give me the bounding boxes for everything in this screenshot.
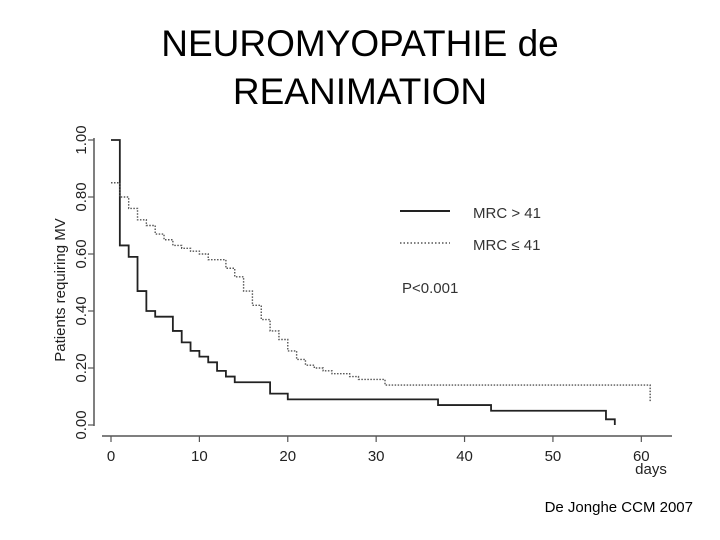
series-line-mrc-le-41 xyxy=(111,182,651,403)
y-tick-label: 0.00 xyxy=(73,410,90,439)
slide-title-line-1: NEUROMYOPATHIE de xyxy=(161,23,559,64)
citation: De Jonghe CCM 2007 xyxy=(544,499,693,516)
series-layer xyxy=(111,139,651,425)
x-tick-label: 40 xyxy=(456,448,473,465)
y-ticks: 0.00 0.20 0.40 0.60 0.80 1.00 xyxy=(73,125,94,440)
y-tick-label: 0.20 xyxy=(73,353,90,382)
y-tick-label: 0.80 xyxy=(73,182,90,211)
x-ticks: 0 10 20 30 40 50 60 xyxy=(107,436,650,465)
legend-label-mrc-le-41: MRC ≤ 41 xyxy=(473,237,540,254)
legend: MRC > 41 MRC ≤ 41 P<0.001 xyxy=(400,205,541,297)
x-axis-label: days xyxy=(635,461,667,478)
y-tick-label: 0.60 xyxy=(73,239,90,268)
x-tick-label: 0 xyxy=(107,448,115,465)
y-tick-label: 0.40 xyxy=(73,296,90,325)
x-tick-label: 30 xyxy=(368,448,385,465)
axes xyxy=(93,138,672,437)
x-tick-label: 50 xyxy=(545,448,562,465)
slide-title: NEUROMYOPATHIE de REANIMATION xyxy=(0,20,720,116)
legend-label-mrc-gt-41: MRC > 41 xyxy=(473,205,541,222)
x-tick-label: 20 xyxy=(279,448,296,465)
y-axis-label: Patients requiring MV xyxy=(52,218,69,361)
p-value-annotation: P<0.001 xyxy=(402,280,458,297)
slide-title-line-2: REANIMATION xyxy=(232,71,488,112)
x-tick-label: 60 xyxy=(633,448,650,465)
series-line-mrc-gt-41 xyxy=(111,139,616,425)
y-tick-label: 1.00 xyxy=(73,125,90,154)
x-tick-label: 10 xyxy=(191,448,208,465)
